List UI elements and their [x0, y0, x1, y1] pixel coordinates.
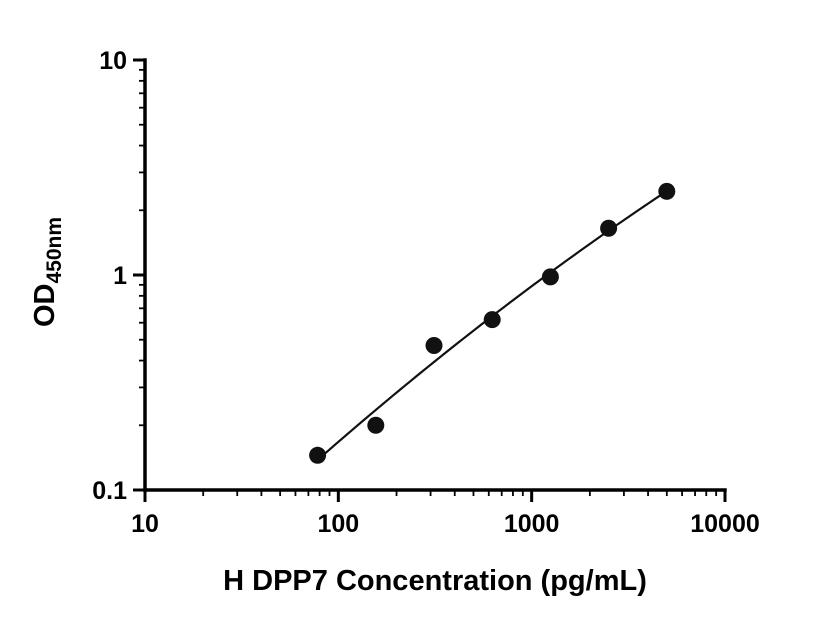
y-axis-title-subscript: 450nm — [43, 217, 66, 284]
x-tick-label: 10 — [131, 510, 159, 538]
y-tick-label: 1 — [113, 262, 127, 290]
data-point — [425, 336, 443, 354]
y-axis-title: OD450nm — [29, 217, 66, 327]
x-axis-title: H DPP7 Concentration (pg/mL) — [223, 565, 647, 597]
data-point — [367, 416, 385, 434]
data-point — [658, 182, 676, 200]
y-axis-title-main: OD — [29, 284, 61, 328]
data-point — [483, 311, 501, 329]
y-tick-label: 0.1 — [92, 477, 127, 505]
y-tick-label: 10 — [99, 47, 127, 75]
data-point — [600, 219, 618, 237]
x-tick-label: 100 — [317, 510, 359, 538]
x-tick-label: 10000 — [690, 510, 760, 538]
data-point — [309, 446, 327, 464]
data-point — [541, 268, 559, 286]
x-tick-label: 1000 — [504, 510, 560, 538]
plot-area: 10 100 1000 10000 0.1 1 10 — [92, 47, 760, 538]
